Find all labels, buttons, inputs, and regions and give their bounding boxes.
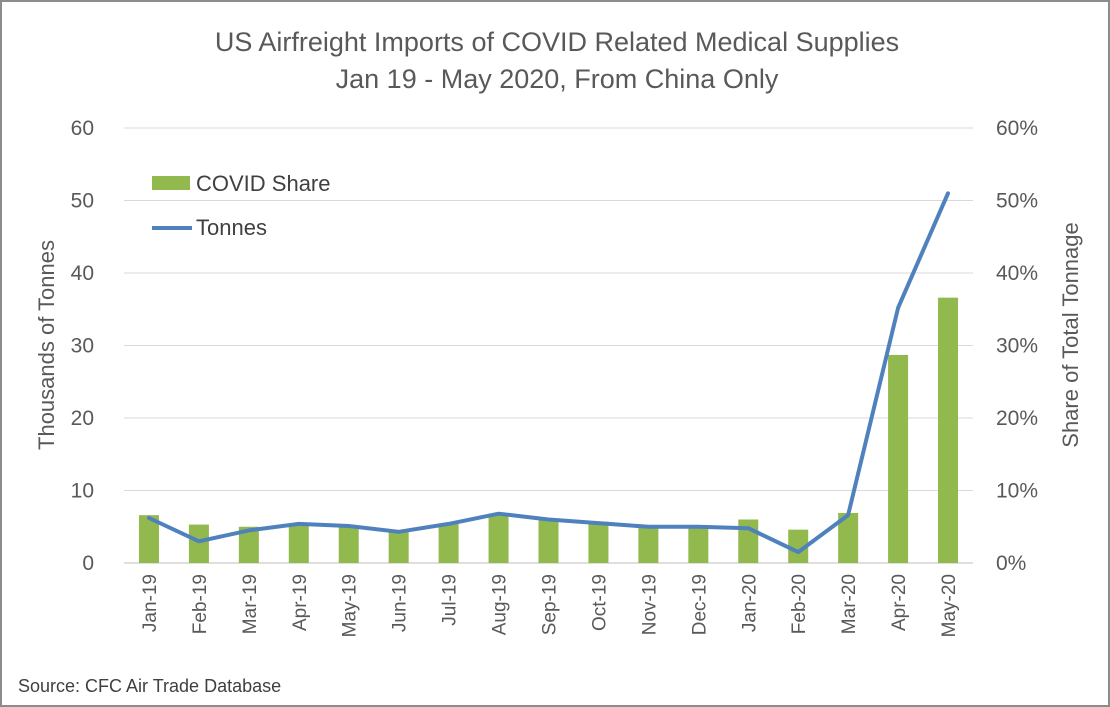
category-label: Feb-20	[789, 574, 810, 634]
covid-share-bar	[588, 521, 609, 563]
covid-share-bar	[938, 297, 959, 563]
tonnes-line-group	[147, 191, 950, 555]
right-axis-ticks: 0% 10% 20% 30% 40% 50% 60%	[996, 117, 1038, 575]
category-label: Aug-19	[490, 574, 511, 635]
covid-share-bar	[538, 520, 559, 563]
tonnes-point	[947, 192, 949, 194]
tonnes-point	[248, 529, 250, 531]
right-tick-label: 0%	[996, 552, 1026, 575]
tonnes-point	[148, 517, 150, 519]
left-tick-label: 0	[82, 552, 94, 575]
tonnes-point	[747, 527, 749, 529]
right-tick-label: 10%	[996, 480, 1038, 503]
covid-share-bar	[188, 524, 209, 563]
tonnes-point	[797, 551, 799, 553]
right-tick-label: 50%	[996, 190, 1038, 213]
covid-share-bars	[138, 297, 959, 563]
covid-share-bar	[838, 512, 859, 563]
tonnes-point	[498, 513, 500, 515]
category-label: Mar-19	[240, 574, 261, 634]
tonnes-line	[147, 191, 950, 555]
tonnes-point	[847, 514, 849, 516]
category-label: May-20	[939, 574, 960, 637]
covid-share-bar	[788, 529, 809, 563]
covid-share-bar	[338, 526, 359, 563]
left-tick-label: 30	[71, 335, 94, 358]
legend: COVID Share Tonnes	[152, 171, 331, 240]
covid-share-bar	[638, 526, 659, 563]
category-label: Sep-19	[540, 574, 561, 635]
category-label: Mar-20	[839, 574, 860, 634]
category-label: Oct-19	[589, 574, 610, 631]
left-tick-label: 40	[71, 262, 94, 285]
tonnes-point	[897, 307, 899, 309]
category-label: Jul-19	[440, 574, 461, 626]
right-axis-title: Share of Total Tonnage	[1058, 222, 1083, 447]
right-tick-label: 30%	[996, 335, 1038, 358]
right-tick-label: 60%	[996, 117, 1038, 140]
category-label: May-19	[340, 574, 361, 637]
left-axis-title: Thousands of Tonnes	[34, 240, 59, 450]
left-tick-label: 10	[71, 480, 94, 503]
covid-share-bar	[388, 531, 409, 563]
tonnes-point	[198, 540, 200, 542]
gridlines	[124, 127, 973, 564]
left-axis-ticks: 0 10 20 30 40 50 60	[71, 117, 94, 575]
category-label: Apr-19	[290, 574, 311, 631]
chart-subtitle: Jan 19 - May 2020, From China Only	[336, 64, 779, 94]
tonnes-point	[298, 523, 300, 525]
chart-title: US Airfreight Imports of COVID Related M…	[215, 27, 899, 57]
covid-share-bar	[488, 514, 509, 563]
category-label: Jan-19	[140, 574, 161, 632]
legend-covid-share-label: COVID Share	[196, 171, 331, 196]
tonnes-point	[548, 519, 549, 520]
tonnes-point	[448, 523, 450, 525]
legend-tonnes-label: Tonnes	[196, 215, 267, 240]
left-tick-label: 20	[71, 407, 94, 430]
tonnes-point	[597, 522, 599, 524]
category-label: Nov-19	[639, 574, 660, 635]
covid-share-bar	[288, 524, 309, 563]
right-tick-label: 20%	[996, 407, 1038, 430]
tonnes-point	[398, 531, 400, 533]
covid-share-bar	[238, 526, 259, 563]
category-label: Jun-19	[390, 574, 411, 632]
tonnes-point	[647, 526, 649, 528]
legend-covid-share-swatch	[152, 176, 190, 190]
tonnes-point	[697, 526, 699, 528]
tonnes-point	[348, 525, 350, 527]
category-label: Apr-20	[889, 574, 910, 631]
left-tick-label: 60	[71, 117, 94, 140]
covid-share-bar	[888, 354, 909, 563]
covid-share-bar	[438, 523, 459, 563]
right-tick-label: 40%	[996, 262, 1038, 285]
category-label: Feb-19	[190, 574, 211, 634]
category-labels: Jan-19 Feb-19 Mar-19 Apr-19 May-19 Jun-19 Jul-…	[140, 574, 960, 637]
category-label: Jan-20	[739, 574, 760, 632]
left-tick-label: 50	[71, 190, 94, 213]
category-label: Dec-19	[689, 574, 710, 635]
covid-share-bar	[138, 515, 159, 563]
source-note: Source: CFC Air Trade Database	[18, 676, 281, 696]
covid-share-bar	[688, 526, 709, 563]
